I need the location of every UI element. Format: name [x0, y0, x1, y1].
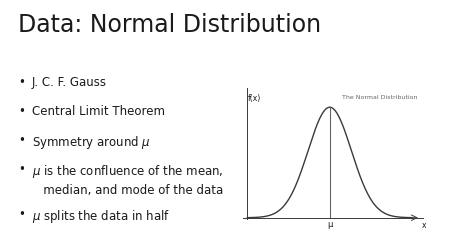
- Text: •: •: [18, 134, 25, 146]
- Text: The Normal Distribution: The Normal Distribution: [342, 95, 418, 100]
- Text: x: x: [422, 220, 427, 229]
- Text: •: •: [18, 105, 25, 117]
- Text: •: •: [18, 207, 25, 220]
- Text: f(x): f(x): [248, 93, 261, 102]
- Text: $\mu$ splits the data in half: $\mu$ splits the data in half: [32, 207, 169, 224]
- Text: Symmetry around $\mu$: Symmetry around $\mu$: [32, 134, 150, 150]
- Text: •: •: [18, 163, 25, 175]
- Text: J. C. F. Gauss: J. C. F. Gauss: [32, 76, 107, 88]
- Text: Central Limit Theorem: Central Limit Theorem: [32, 105, 165, 117]
- Text: Data: Normal Distribution: Data: Normal Distribution: [18, 13, 321, 37]
- Text: $\mu$ is the confluence of the mean,
   median, and mode of the data: $\mu$ is the confluence of the mean, med…: [32, 163, 223, 196]
- Text: •: •: [18, 76, 25, 88]
